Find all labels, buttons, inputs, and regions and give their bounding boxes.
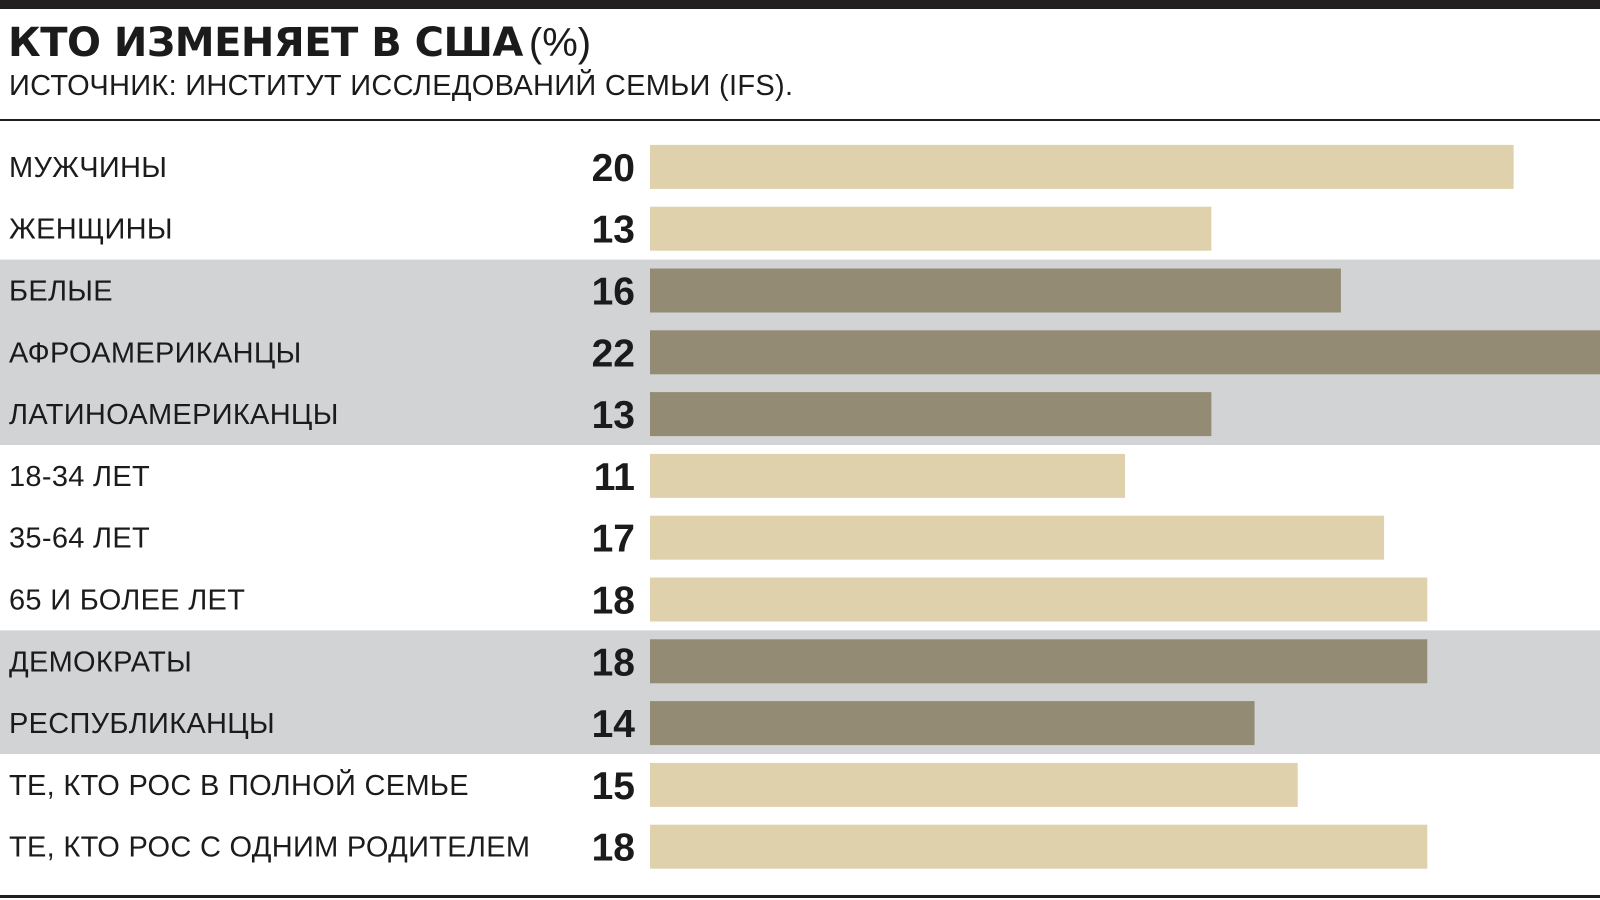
bar [650,453,1125,498]
bar [650,392,1212,437]
category-label: БЕЛЫЕ [9,276,113,308]
chart-row: ДЕМОКРАТЫ 18 [9,639,1428,684]
category-label: 35-64 ЛЕТ [9,523,150,555]
bottom-rule [0,895,1600,898]
chart-row: 35-64 ЛЕТ 17 [9,515,1385,561]
category-label: ТЕ, КТО РОС В ПОЛНОЙ СЕМЬЕ [9,768,469,802]
data-label: 13 [592,209,635,252]
data-label: 20 [592,147,635,190]
chart-row: БЕЛЫЕ 16 [9,268,1341,314]
data-label: 15 [592,765,635,808]
category-label: ЛАТИНОАМЕРИКАНЦЫ [9,399,339,431]
data-label: 18 [592,580,635,623]
data-label: 18 [592,641,635,684]
bar [650,268,1341,313]
data-label: 17 [592,518,635,561]
bar [650,206,1212,251]
header-rule [0,119,1600,121]
chart-row: 65 И БОЛЕЕ ЛЕТ 18 [9,577,1428,623]
bar [650,144,1514,189]
data-label: 22 [592,332,635,375]
bar [650,701,1255,746]
bar [650,577,1428,622]
category-label: ДЕМОКРАТЫ [9,646,192,678]
chart-rows: МУЖЧИНЫ 20 ЖЕНЩИНЫ 13 БЕЛЫЕ 16 АФРОАМЕРИКАНЦЫ 2… [9,144,1600,870]
chart-title: КТО ИЗМЕНЯЕТ В США (%) [8,18,591,77]
category-label: 18-34 ЛЕТ [9,461,150,493]
chart-row: ТЕ, КТО РОС В ПОЛНОЙ СЕМЬЕ 15 [9,762,1298,808]
data-label: 11 [594,456,635,499]
category-label: РЕСПУБЛИКАНЦЫ [9,708,275,740]
category-label: 65 И БОЛЕЕ ЛЕТ [9,585,245,617]
bar [650,639,1428,684]
bar [650,515,1385,560]
category-label: МУЖЧИНЫ [9,152,167,184]
chart-title-unit: (%) [528,21,592,65]
category-label: ЖЕНЩИНЫ [9,214,173,246]
category-label: АФРОАМЕРИКАНЦЫ [9,337,302,369]
category-label: ТЕ, КТО РОС С ОДНИМ РОДИТЕЛЕМ [9,832,530,864]
chart-subtitle: ИСТОЧНИК: ИНСТИТУТ ИССЛЕДОВАНИЙ СЕМЬИ (I… [9,70,794,102]
top-rule [0,0,1600,9]
bar [650,762,1298,807]
bar [650,824,1428,869]
chart-row: 18-34 ЛЕТ 11 [9,453,1125,499]
chart-title-text: КТО ИЗМЕНЯЕТ В США [8,20,523,66]
chart-row: МУЖЧИНЫ 20 [9,144,1514,190]
data-label: 13 [592,394,635,437]
chart-row: РЕСПУБЛИКАНЦЫ 14 [9,701,1255,746]
data-label: 16 [592,271,635,314]
chart-row: ЛАТИНОАМЕРИКАНЦЫ 13 [9,392,1212,437]
data-label: 18 [592,827,635,870]
data-label: 14 [592,703,636,746]
bar [650,330,1600,375]
chart-row: АФРОАМЕРИКАНЦЫ 22 [9,330,1600,375]
chart-row: ТЕ, КТО РОС С ОДНИМ РОДИТЕЛЕМ 18 [9,824,1428,870]
chart-row: ЖЕНЩИНЫ 13 [9,206,1212,252]
